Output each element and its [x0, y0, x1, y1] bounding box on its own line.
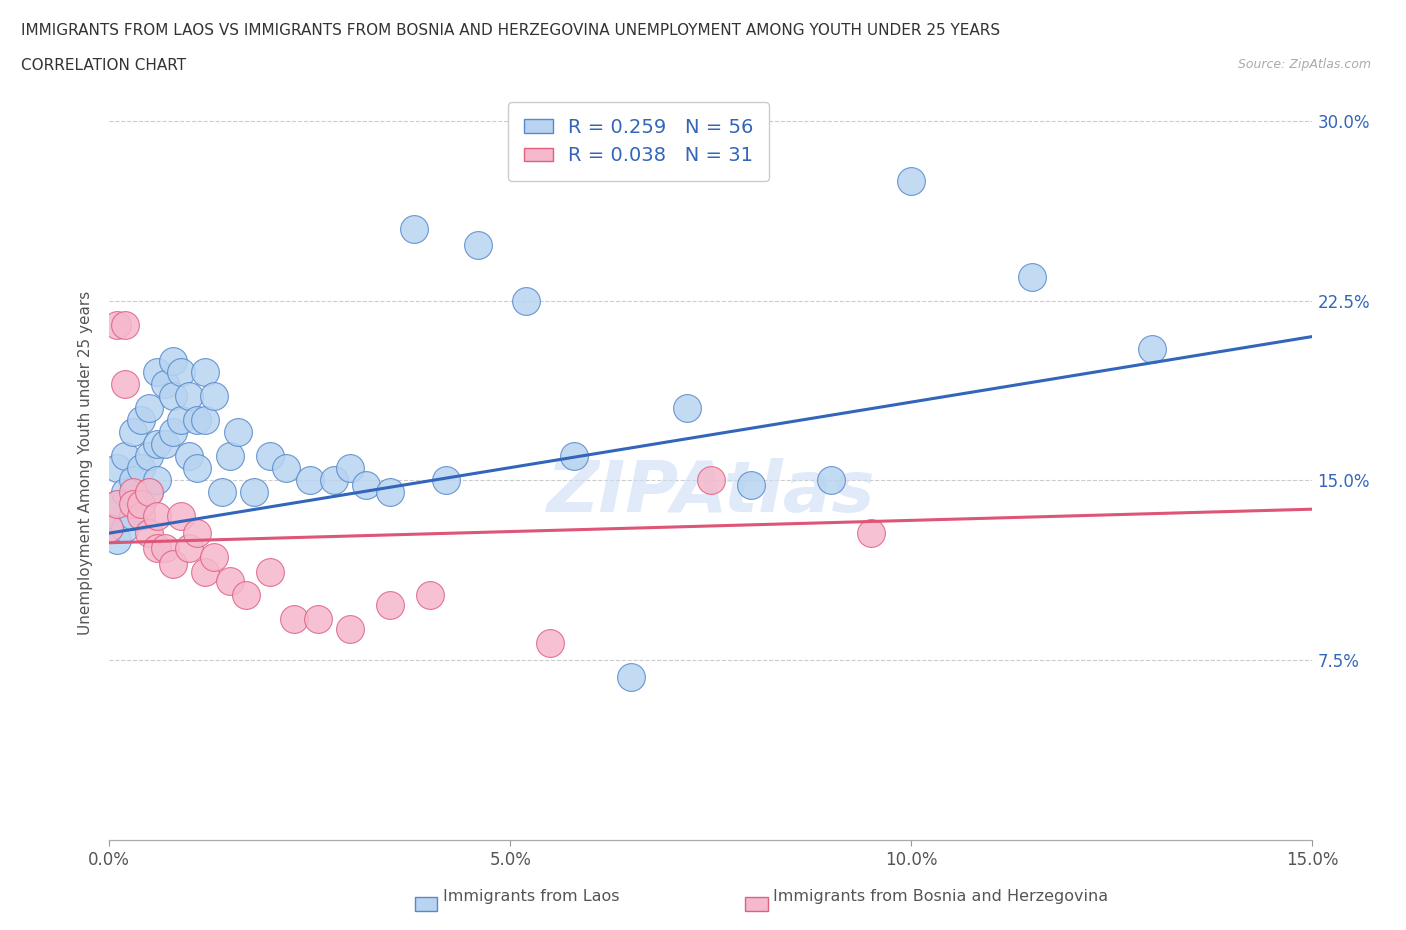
Point [131, 509, 153, 524]
Point [122, 473, 145, 488]
Point [138, 485, 160, 499]
Point [700, 473, 723, 488]
Point [860, 525, 883, 540]
Point [202, 389, 225, 404]
Point [378, 485, 401, 499]
Point [515, 293, 537, 308]
Point [620, 670, 643, 684]
Point [138, 485, 160, 499]
Point [186, 413, 208, 428]
Point [155, 437, 177, 452]
Point [339, 461, 361, 476]
Point [122, 425, 145, 440]
Point [122, 509, 145, 524]
Point [105, 497, 128, 512]
Legend: R = 0.259   N = 56, R = 0.038   N = 31: R = 0.259 N = 56, R = 0.038 N = 31 [508, 102, 769, 180]
Point [162, 557, 184, 572]
Point [98, 521, 121, 536]
Point [146, 540, 169, 555]
Point [114, 521, 136, 536]
Point [122, 497, 145, 512]
Text: Immigrants from Laos: Immigrants from Laos [443, 889, 620, 904]
Point [138, 525, 160, 540]
Point [105, 461, 128, 476]
Point [218, 449, 240, 464]
Point [259, 449, 281, 464]
Point [146, 473, 169, 488]
Text: IMMIGRANTS FROM LAOS VS IMMIGRANTS FROM BOSNIA AND HERZEGOVINA UNEMPLOYMENT AMON: IMMIGRANTS FROM LAOS VS IMMIGRANTS FROM … [21, 23, 1000, 38]
Point [162, 389, 184, 404]
Point [138, 449, 160, 464]
Text: Immigrants from Bosnia and Herzegovina: Immigrants from Bosnia and Herzegovina [773, 889, 1108, 904]
Point [186, 461, 208, 476]
Point [138, 401, 160, 416]
Point [194, 565, 217, 579]
Point [218, 574, 240, 589]
Text: CORRELATION CHART: CORRELATION CHART [21, 58, 186, 73]
Point [122, 485, 145, 499]
Y-axis label: Unemployment Among Youth under 25 years: Unemployment Among Youth under 25 years [79, 290, 93, 634]
Point [226, 425, 249, 440]
Point [1021, 269, 1043, 284]
Point [259, 565, 281, 579]
Point [538, 636, 561, 651]
Point [131, 497, 153, 512]
Point [242, 485, 264, 499]
Point [402, 221, 425, 236]
Point [194, 365, 217, 380]
Point [675, 401, 697, 416]
Point [114, 485, 136, 499]
Point [146, 365, 169, 380]
Point [98, 521, 121, 536]
Point [179, 389, 201, 404]
Point [194, 413, 217, 428]
Text: Source: ZipAtlas.com: Source: ZipAtlas.com [1237, 58, 1371, 71]
Point [170, 365, 193, 380]
Point [155, 377, 177, 392]
Point [131, 461, 153, 476]
Point [131, 497, 153, 512]
Point [114, 449, 136, 464]
Point [298, 473, 321, 488]
Point [105, 497, 128, 512]
Point [155, 540, 177, 555]
Point [354, 478, 377, 493]
Point [105, 317, 128, 332]
Point [131, 413, 153, 428]
Point [114, 377, 136, 392]
Point [114, 317, 136, 332]
Point [146, 437, 169, 452]
Point [339, 621, 361, 636]
Point [162, 353, 184, 368]
Point [170, 413, 193, 428]
Point [378, 598, 401, 613]
Point [162, 425, 184, 440]
Point [419, 588, 441, 603]
Point [434, 473, 457, 488]
Point [322, 473, 344, 488]
Point [900, 173, 922, 188]
Point [1140, 341, 1163, 356]
Point [740, 478, 762, 493]
Point [274, 461, 297, 476]
Point [235, 588, 257, 603]
Point [179, 449, 201, 464]
Text: ZIPAtlas: ZIPAtlas [547, 458, 875, 527]
Point [170, 509, 193, 524]
Point [186, 525, 208, 540]
Point [105, 533, 128, 548]
Point [820, 473, 842, 488]
Point [467, 238, 489, 253]
Point [211, 485, 233, 499]
Point [307, 612, 329, 627]
Point [179, 540, 201, 555]
Point [283, 612, 305, 627]
Point [202, 550, 225, 565]
Point [146, 509, 169, 524]
Point [564, 449, 586, 464]
